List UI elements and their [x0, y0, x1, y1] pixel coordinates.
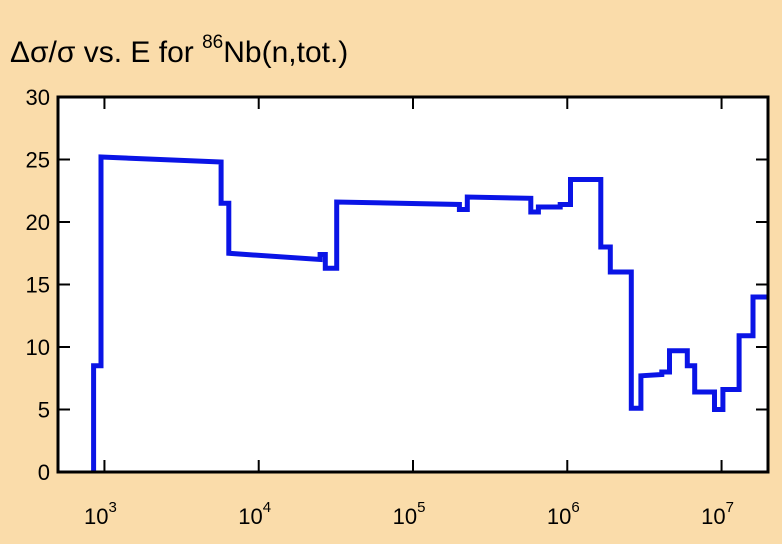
x-tick-label: 104 — [238, 499, 271, 529]
y-tick-label: 15 — [26, 273, 50, 298]
y-tick-label: 5 — [38, 398, 50, 423]
y-tick-label: 10 — [26, 335, 50, 360]
plot-area — [58, 97, 768, 472]
chart-title: Δσ/σ vs. E for 86Nb(n,tot.) — [10, 32, 348, 69]
y-tick-label: 20 — [26, 210, 50, 235]
plot-frame — [56, 95, 770, 474]
x-tick-label: 103 — [84, 499, 117, 529]
chart-title-superscript: 86 — [202, 32, 223, 53]
y-tick-label: 0 — [38, 460, 50, 485]
x-tick-label: 107 — [701, 499, 734, 529]
y-tick-label: 25 — [26, 148, 50, 173]
y-tick-label: 30 — [26, 85, 50, 110]
tick-labels-layer: 0 5 10 15 20 25 30 103 104 105 106 107 — [26, 85, 734, 529]
x-tick-label: 106 — [547, 499, 580, 529]
x-tick-label: 105 — [393, 499, 426, 529]
data-series-line — [91, 154, 768, 472]
